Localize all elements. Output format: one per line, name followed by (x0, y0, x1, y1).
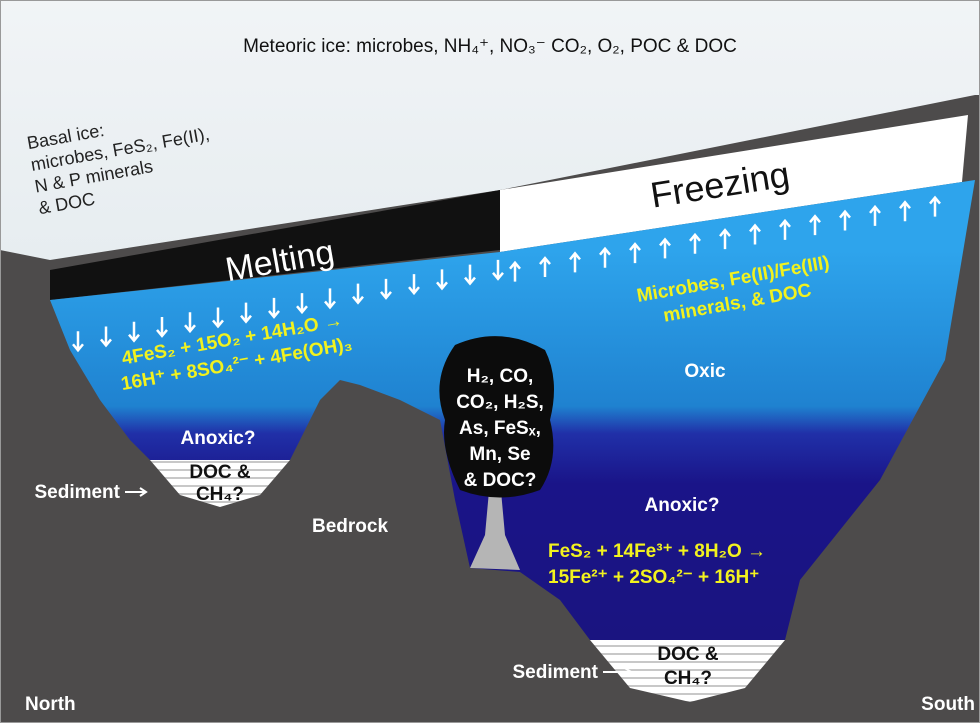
down-arrow (324, 288, 336, 310)
up-arrow (569, 251, 581, 273)
up-arrow (539, 256, 551, 278)
reaction: 15Fe²⁺ + 2SO₄²⁻ + 16H⁺ (548, 567, 759, 588)
plume-stem (470, 480, 520, 570)
down-arrow (436, 269, 448, 291)
north-label: North (25, 694, 76, 715)
up-arrow (599, 246, 611, 268)
pointer (125, 487, 148, 497)
down-arrow (128, 321, 140, 343)
down-arrow (408, 274, 420, 296)
plume-text: As, FeSₓ, (459, 418, 541, 439)
up-arrow (809, 214, 821, 236)
reaction: FeS₂ + 14Fe³⁺ + 8H₂O → (548, 541, 766, 562)
up-arrow (929, 195, 941, 217)
down-arrow (352, 283, 364, 305)
plume-text: H₂, CO, (467, 366, 534, 387)
sediment-content: CH₄? (196, 484, 244, 505)
down-arrow (156, 316, 168, 338)
up-arrow (749, 223, 761, 245)
down-arrow (296, 293, 308, 315)
up-arrow (629, 242, 641, 264)
pointer (603, 667, 633, 677)
sediment-label: Sediment (512, 662, 598, 683)
plume (439, 336, 554, 498)
sediment-label: Sediment (34, 482, 120, 503)
title: Meteoric ice: microbes, NH₄⁺, NO₃⁻ CO₂, … (243, 36, 737, 57)
up-arrow (899, 200, 911, 222)
sediment-content: CH₄? (664, 668, 712, 689)
plume-text: Mn, Se (469, 444, 530, 465)
anoxic: Anoxic? (645, 495, 720, 516)
sediment-content: DOC & (189, 462, 251, 483)
down-arrow (184, 312, 196, 334)
up-arrow (869, 204, 881, 226)
plume-text: CO₂, H₂S, (456, 392, 544, 413)
arrows (72, 195, 941, 353)
down-arrow (212, 307, 224, 329)
down-arrow (464, 264, 476, 286)
up-arrow (689, 232, 701, 254)
anoxic: Anoxic? (181, 428, 256, 449)
oxic: Oxic (684, 361, 726, 382)
freezing-ice (500, 115, 968, 252)
bedrock-label: Bedrock (312, 516, 388, 537)
sediment-right (590, 640, 785, 702)
sediment-left (150, 460, 290, 507)
up-arrow (839, 209, 851, 231)
down-arrow (240, 302, 252, 324)
down-arrow (268, 297, 280, 319)
up-arrow (719, 228, 731, 250)
up-arrow (659, 237, 671, 259)
down-arrow (380, 278, 392, 300)
up-arrow (509, 260, 521, 282)
south-label: South (921, 694, 975, 715)
down-arrow (100, 326, 112, 348)
melting-ice (50, 190, 500, 300)
down-arrow (492, 259, 504, 281)
up-arrow (779, 218, 791, 240)
down-arrow (72, 331, 84, 353)
plume-text: & DOC? (464, 470, 537, 491)
sediment-content: DOC & (657, 644, 719, 665)
